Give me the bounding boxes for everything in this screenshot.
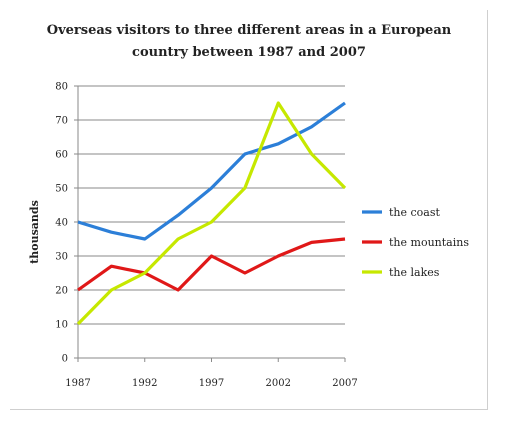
chart-title-line2: country between 1987 and 2007 [132, 45, 366, 60]
y-tick-label: 60 [55, 150, 68, 161]
x-tick-label: 1997 [199, 378, 224, 389]
chart-frame: Overseas visitors to three different are… [10, 10, 488, 410]
y-tick-label: 30 [55, 252, 68, 263]
y-axis-label: thousands [28, 200, 41, 264]
y-tick-labels: 0 10 20 30 40 50 60 70 80 [55, 82, 68, 365]
y-tick-label: 0 [62, 354, 68, 365]
y-tick-label: 10 [55, 320, 68, 331]
legend-label: the mountains [389, 236, 469, 249]
series-line-the-coast [77, 101, 346, 241]
legend-label: the lakes [389, 266, 440, 279]
y-tick-label: 40 [55, 218, 68, 229]
y-tick-label: 80 [55, 82, 68, 93]
x-tick-label: 2007 [332, 378, 357, 389]
y-tick-label: 20 [55, 286, 68, 297]
line-chart: Overseas visitors to three different are… [28, 23, 469, 389]
x-tick-label: 1987 [65, 378, 90, 389]
x-tick-label: 1992 [132, 378, 157, 389]
legend: the coast the mountains the lakes [362, 206, 469, 279]
series-line-the-lakes [76, 101, 347, 326]
chart-title-line1: Overseas visitors to three different are… [47, 23, 452, 38]
x-tick-label: 2002 [266, 378, 291, 389]
series-lines [76, 101, 347, 326]
y-tick-label: 70 [55, 116, 68, 127]
legend-label: the coast [389, 206, 440, 219]
series-line-the-mountains [77, 237, 346, 292]
x-tick-labels: 1987 1992 1997 2002 2007 [65, 378, 357, 389]
y-tick-label: 50 [55, 184, 68, 195]
